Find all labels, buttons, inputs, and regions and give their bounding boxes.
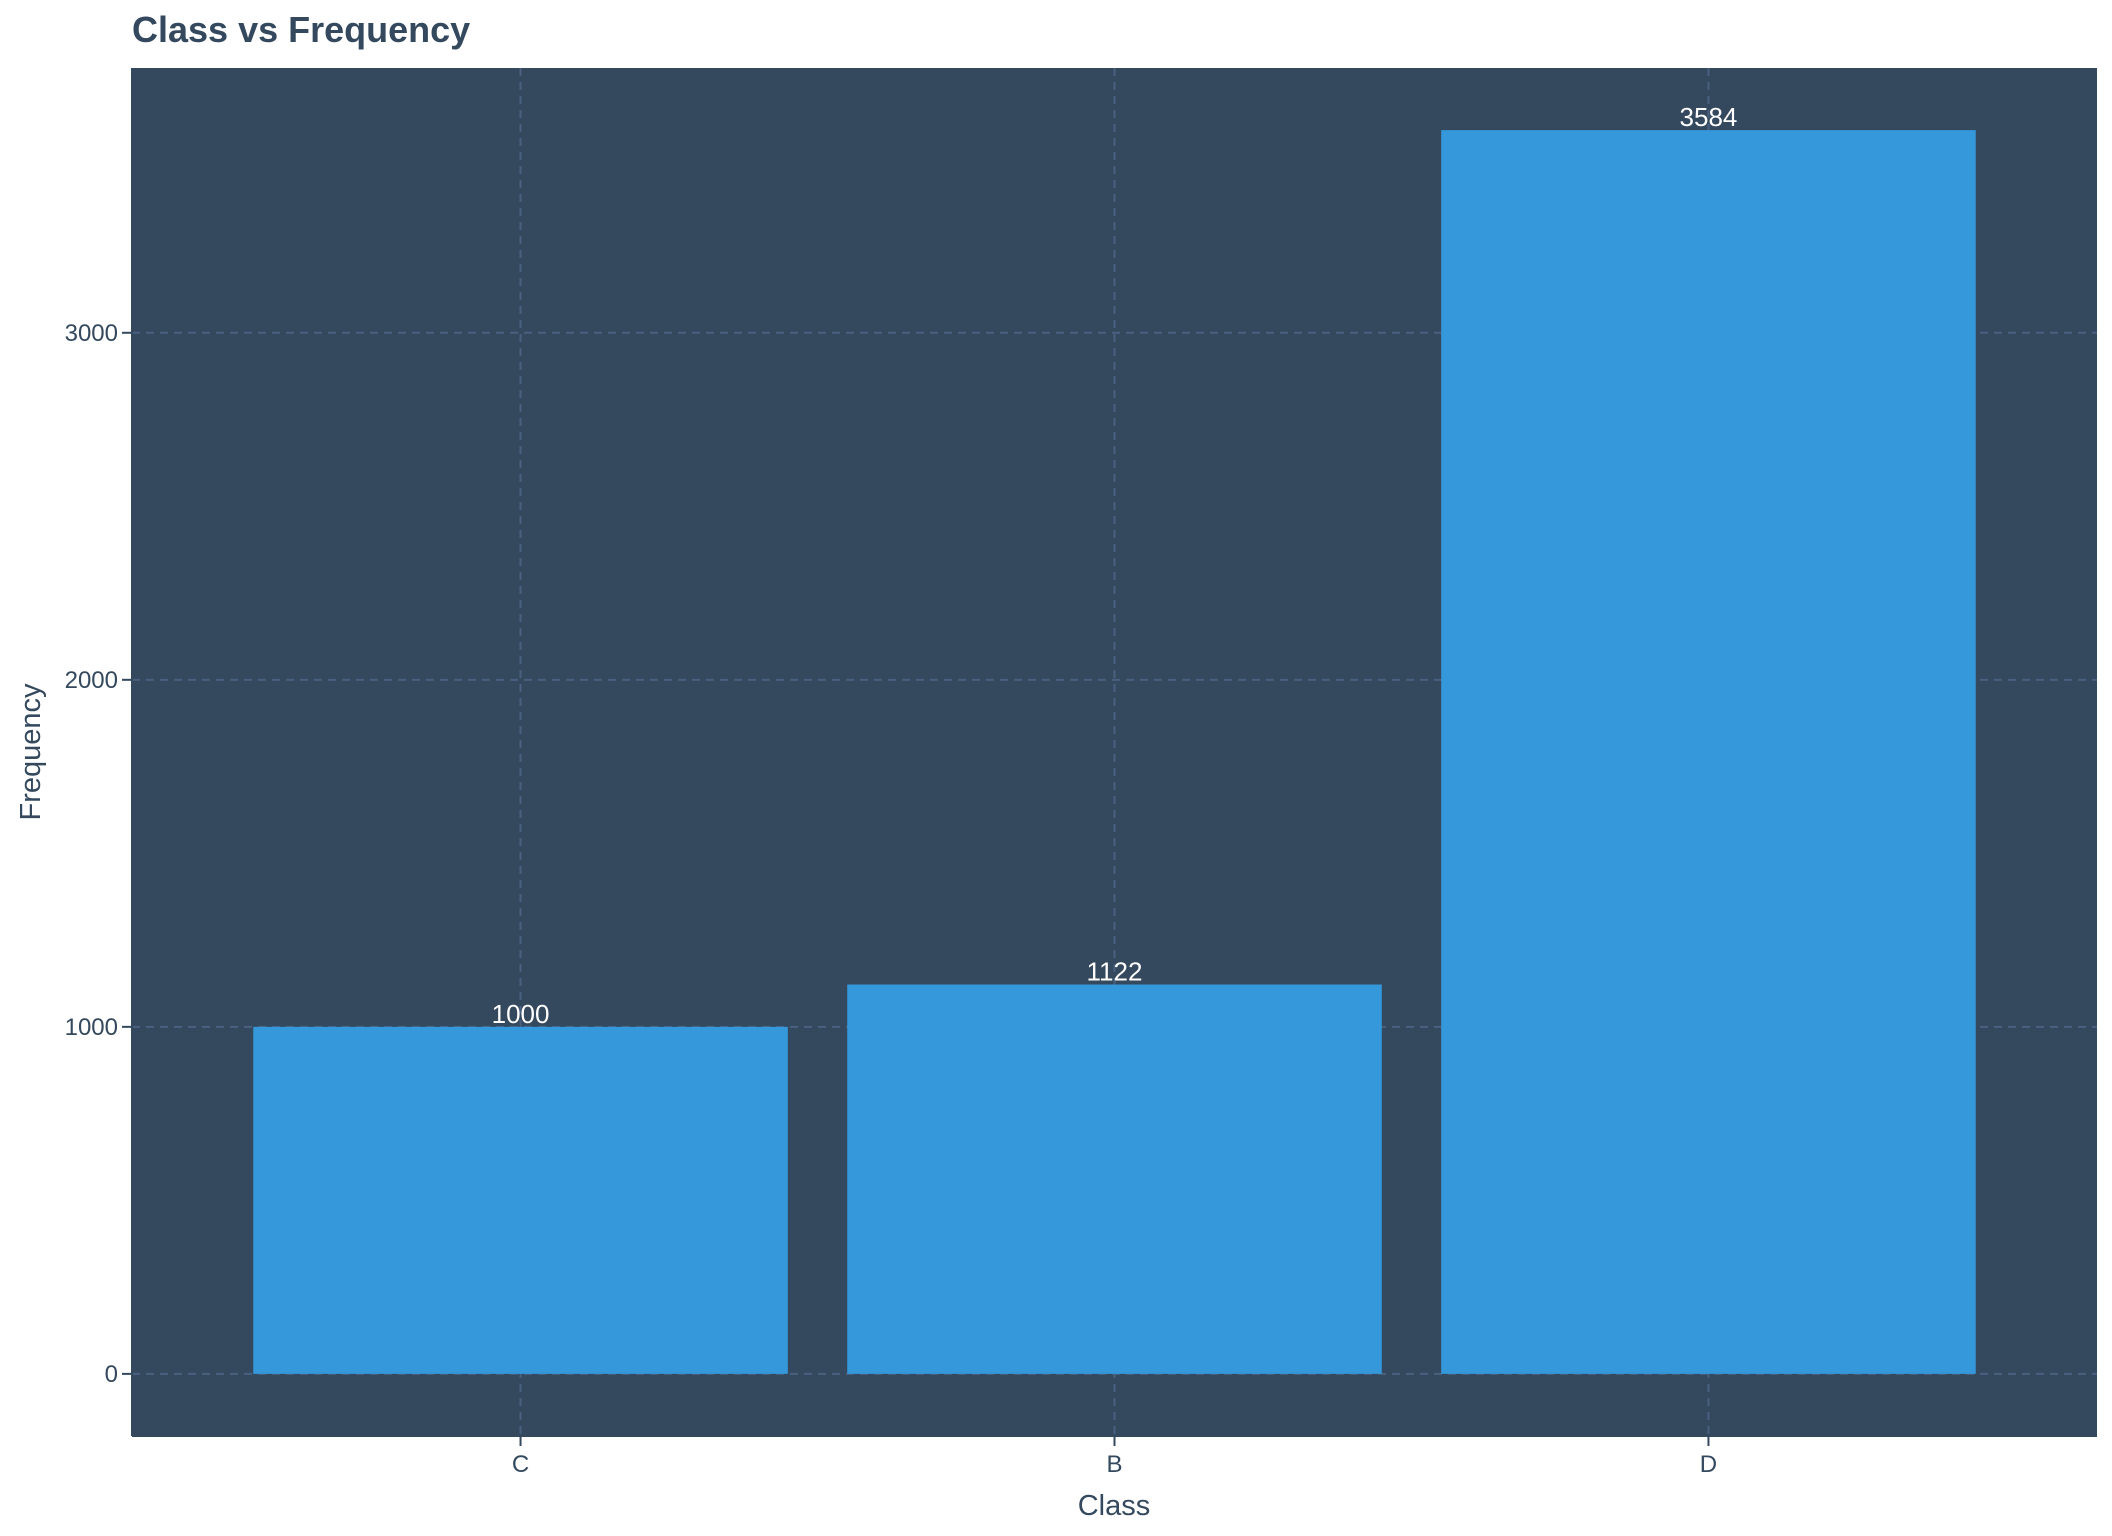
bar-value-label-D: 3584	[1680, 102, 1738, 132]
chart-title: Class vs Frequency	[132, 9, 470, 50]
x-tick-label: C	[512, 1451, 529, 1478]
bars	[253, 130, 1976, 1374]
y-tick-label: 2000	[65, 667, 118, 694]
y-tick-label: 3000	[65, 320, 118, 347]
y-axis-ticks: 0 1000 2000 3000	[65, 320, 132, 1388]
x-axis-title: Class	[1078, 1490, 1151, 1522]
bar-value-label-C: 1000	[492, 999, 550, 1029]
x-tick-label: D	[1700, 1451, 1717, 1478]
x-tick-label: B	[1106, 1451, 1122, 1478]
y-axis-title: Frequency	[15, 683, 47, 821]
y-tick-label: 0	[105, 1361, 118, 1388]
bar-value-label-B: 1122	[1087, 957, 1143, 987]
bar-value-labels: 1000 1122 3584	[492, 102, 1738, 1029]
bar-D	[1441, 130, 1976, 1374]
y-tick-label: 1000	[65, 1014, 118, 1041]
bar-B	[847, 984, 1382, 1374]
bar-C	[253, 1026, 788, 1374]
